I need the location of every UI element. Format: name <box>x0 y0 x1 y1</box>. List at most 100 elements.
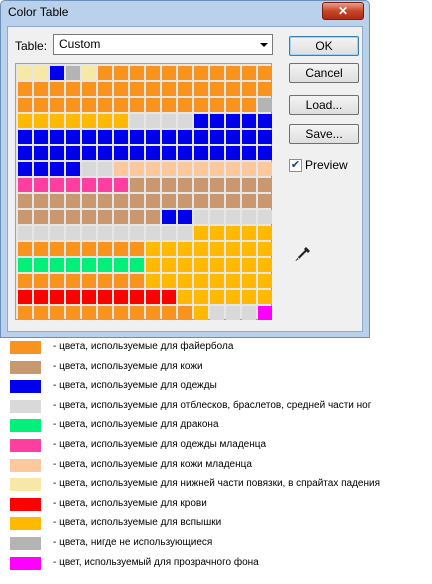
color-swatch[interactable] <box>194 258 208 272</box>
color-swatch[interactable] <box>258 82 272 96</box>
color-swatch[interactable] <box>226 210 240 224</box>
color-swatch[interactable] <box>146 66 160 80</box>
color-swatch[interactable] <box>210 114 224 128</box>
color-swatch[interactable] <box>146 258 160 272</box>
color-swatch[interactable] <box>194 210 208 224</box>
color-swatch[interactable] <box>258 274 272 288</box>
color-swatch[interactable] <box>130 306 144 320</box>
color-swatch[interactable] <box>178 290 192 304</box>
color-swatch[interactable] <box>114 178 128 192</box>
color-swatch[interactable] <box>178 226 192 240</box>
color-swatch[interactable] <box>226 98 240 112</box>
color-swatch[interactable] <box>130 258 144 272</box>
color-swatch[interactable] <box>98 194 112 208</box>
color-swatch[interactable] <box>178 178 192 192</box>
color-swatch[interactable] <box>146 242 160 256</box>
color-swatch[interactable] <box>82 98 96 112</box>
color-swatch[interactable] <box>34 258 48 272</box>
color-swatch[interactable] <box>66 258 80 272</box>
color-swatch[interactable] <box>66 162 80 176</box>
color-swatch[interactable] <box>242 306 256 320</box>
color-swatch[interactable] <box>226 258 240 272</box>
color-swatch[interactable] <box>34 242 48 256</box>
color-swatch[interactable] <box>194 242 208 256</box>
color-swatch[interactable] <box>82 290 96 304</box>
color-swatch[interactable] <box>114 82 128 96</box>
color-swatch[interactable] <box>194 66 208 80</box>
color-swatch[interactable] <box>34 82 48 96</box>
color-swatch[interactable] <box>66 306 80 320</box>
color-swatch[interactable] <box>226 130 240 144</box>
color-swatch[interactable] <box>194 306 208 320</box>
color-swatch[interactable] <box>258 66 272 80</box>
color-swatch[interactable] <box>178 258 192 272</box>
color-swatch[interactable] <box>194 146 208 160</box>
color-swatch[interactable] <box>50 146 64 160</box>
color-swatch[interactable] <box>130 66 144 80</box>
color-swatch[interactable] <box>66 226 80 240</box>
color-swatch[interactable] <box>50 306 64 320</box>
color-swatch[interactable] <box>130 210 144 224</box>
color-swatch[interactable] <box>18 178 32 192</box>
color-swatch[interactable] <box>66 146 80 160</box>
color-swatch[interactable] <box>50 210 64 224</box>
color-swatch[interactable] <box>210 130 224 144</box>
color-swatch[interactable] <box>242 178 256 192</box>
color-swatch[interactable] <box>226 242 240 256</box>
color-swatch[interactable] <box>226 82 240 96</box>
color-swatch[interactable] <box>162 194 176 208</box>
ok-button[interactable]: OK <box>289 36 359 56</box>
color-swatch[interactable] <box>162 114 176 128</box>
color-swatch[interactable] <box>130 98 144 112</box>
color-swatch[interactable] <box>98 306 112 320</box>
color-swatch[interactable] <box>162 162 176 176</box>
color-swatch[interactable] <box>34 146 48 160</box>
color-swatch[interactable] <box>50 242 64 256</box>
color-swatch[interactable] <box>258 114 272 128</box>
color-swatch[interactable] <box>34 162 48 176</box>
color-swatch[interactable] <box>130 274 144 288</box>
color-swatch[interactable] <box>178 114 192 128</box>
color-swatch[interactable] <box>258 258 272 272</box>
color-swatch[interactable] <box>82 194 96 208</box>
color-swatch[interactable] <box>194 226 208 240</box>
color-swatch[interactable] <box>50 114 64 128</box>
color-swatch[interactable] <box>18 114 32 128</box>
color-swatch[interactable] <box>130 242 144 256</box>
color-swatch[interactable] <box>82 162 96 176</box>
color-swatch[interactable] <box>242 274 256 288</box>
color-swatch[interactable] <box>146 290 160 304</box>
color-swatch[interactable] <box>50 82 64 96</box>
color-swatch[interactable] <box>50 178 64 192</box>
color-swatch[interactable] <box>210 194 224 208</box>
color-swatch[interactable] <box>18 274 32 288</box>
color-swatch[interactable] <box>210 274 224 288</box>
color-swatch[interactable] <box>258 242 272 256</box>
color-swatch[interactable] <box>242 194 256 208</box>
color-swatch[interactable] <box>130 146 144 160</box>
color-swatch[interactable] <box>66 82 80 96</box>
color-swatch[interactable] <box>82 258 96 272</box>
color-swatch[interactable] <box>82 210 96 224</box>
color-swatch[interactable] <box>194 178 208 192</box>
color-swatch[interactable] <box>146 114 160 128</box>
color-swatch[interactable] <box>114 210 128 224</box>
color-swatch[interactable] <box>258 178 272 192</box>
color-swatch[interactable] <box>82 226 96 240</box>
color-swatch[interactable] <box>18 226 32 240</box>
color-swatch[interactable] <box>98 242 112 256</box>
color-swatch[interactable] <box>146 226 160 240</box>
color-swatch[interactable] <box>178 98 192 112</box>
color-swatch[interactable] <box>210 210 224 224</box>
color-swatch[interactable] <box>50 66 64 80</box>
color-swatch[interactable] <box>210 162 224 176</box>
color-swatch[interactable] <box>114 306 128 320</box>
color-swatch[interactable] <box>258 306 272 320</box>
color-swatch[interactable] <box>66 114 80 128</box>
color-swatch[interactable] <box>242 66 256 80</box>
color-swatch[interactable] <box>178 146 192 160</box>
color-swatch[interactable] <box>130 162 144 176</box>
color-swatch[interactable] <box>194 274 208 288</box>
color-swatch[interactable] <box>178 130 192 144</box>
color-swatch[interactable] <box>66 66 80 80</box>
